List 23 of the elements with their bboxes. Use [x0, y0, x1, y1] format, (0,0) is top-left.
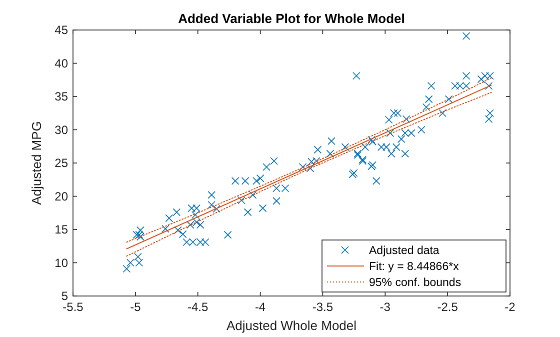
- x-tick-label: -4: [254, 300, 266, 314]
- legend-label: Fit: y = 8.44866*x: [369, 261, 460, 273]
- y-tick-label: 10: [54, 256, 68, 270]
- y-tick-label: 15: [54, 222, 68, 236]
- x-tick-label: -2.5: [437, 300, 458, 314]
- x-tick-label: -5: [130, 300, 142, 314]
- y-tick-label: 30: [54, 122, 68, 137]
- x-tick-label: -3.5: [312, 300, 334, 314]
- y-tick-label: 45: [54, 23, 68, 37]
- y-axis-title: Adjusted MPG: [29, 121, 44, 205]
- legend-label: 95% conf. bounds: [369, 277, 462, 289]
- y-tick-label: 25: [54, 156, 68, 170]
- y-tick-label: 40: [54, 56, 68, 70]
- x-tick-label: -2: [504, 300, 516, 314]
- legend-label: Adjusted data: [369, 245, 440, 257]
- y-tick-label: 20: [54, 189, 68, 204]
- chart-title: Added Variable Plot for Whole Model: [178, 11, 405, 26]
- x-axis-title: Adjusted Whole Model: [226, 318, 357, 333]
- x-tick-label: -3: [380, 300, 391, 314]
- x-tick-label: -4.5: [188, 300, 209, 314]
- y-tick-label: 5: [61, 289, 68, 303]
- x-tick-label: -5.5: [62, 300, 84, 314]
- y-tick-label: 35: [54, 90, 68, 104]
